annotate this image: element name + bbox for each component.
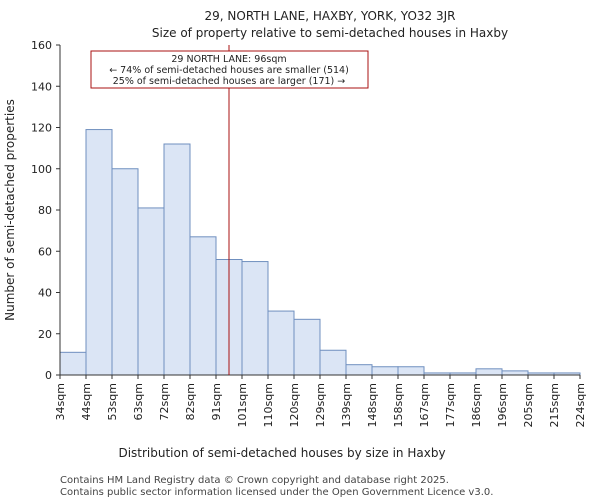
y-tick-label: 160 bbox=[31, 39, 52, 52]
y-tick-label: 40 bbox=[38, 287, 52, 300]
bar-101sqm bbox=[241, 261, 269, 376]
chart-subtitle: Size of property relative to semi-detach… bbox=[152, 26, 508, 40]
bar-139sqm bbox=[345, 364, 373, 376]
annotation-line-1: 29 NORTH LANE: 96sqm bbox=[171, 54, 286, 65]
bar-148sqm bbox=[371, 366, 399, 376]
x-tick-label: 82sqm bbox=[184, 383, 197, 420]
y-tick-label: 120 bbox=[31, 122, 52, 135]
x-tick-label: 110sqm bbox=[262, 383, 275, 427]
footer-line-1: Contains HM Land Registry data © Crown c… bbox=[60, 475, 449, 486]
x-tick-label: 215sqm bbox=[548, 383, 561, 427]
x-tick-label: 72sqm bbox=[158, 383, 171, 420]
x-tick-label: 177sqm bbox=[444, 383, 457, 427]
y-axis: 0 20 40 60 80 100 120 140 160 bbox=[31, 39, 61, 382]
bar-196sqm bbox=[501, 370, 529, 376]
x-tick-label: 224sqm bbox=[574, 383, 587, 427]
bar-186sqm bbox=[475, 368, 503, 376]
x-tick-label: 148sqm bbox=[366, 383, 379, 427]
bar-72sqm bbox=[163, 143, 191, 376]
y-tick-label: 140 bbox=[31, 80, 52, 93]
y-tick-label: 80 bbox=[38, 204, 52, 217]
x-tick-label: 139sqm bbox=[340, 383, 353, 427]
annotation-line-3: 25% of semi-detached houses are larger (… bbox=[113, 76, 346, 87]
bar-158sqm bbox=[397, 366, 425, 376]
y-tick-label: 100 bbox=[31, 163, 52, 176]
footer-line-2: Contains public sector information licen… bbox=[60, 487, 493, 498]
annotation-box: 29 NORTH LANE: 96sqm ← 74% of semi-detac… bbox=[90, 50, 369, 89]
y-tick-label: 60 bbox=[38, 245, 52, 258]
x-tick-label: 167sqm bbox=[418, 383, 431, 427]
bar-44sqm bbox=[85, 129, 113, 376]
y-tick-label: 20 bbox=[38, 328, 52, 341]
bar-120sqm bbox=[293, 318, 321, 376]
y-tick-label: 0 bbox=[45, 369, 52, 382]
bar-63sqm bbox=[137, 207, 165, 376]
x-tick-label: 63sqm bbox=[132, 383, 145, 420]
x-tick-label: 186sqm bbox=[470, 383, 483, 427]
annotation-line-2: ← 74% of semi-detached houses are smalle… bbox=[109, 65, 349, 76]
y-axis-label: Number of semi-detached properties bbox=[3, 99, 17, 321]
x-tick-label: 44sqm bbox=[80, 383, 93, 420]
bar-34sqm bbox=[59, 351, 87, 376]
bar-110sqm bbox=[267, 310, 295, 376]
x-tick-label: 101sqm bbox=[236, 383, 249, 427]
chart-title: 29, NORTH LANE, HAXBY, YORK, YO32 3JR bbox=[205, 9, 456, 23]
x-tick-label: 91sqm bbox=[210, 383, 223, 420]
x-axis: 34sqm 44sqm 53sqm 63sqm 72sqm 82sqm 91sqm 101sq… bbox=[54, 374, 587, 427]
bar-53sqm bbox=[111, 168, 139, 376]
bar-82sqm bbox=[189, 236, 217, 376]
x-tick-label: 120sqm bbox=[288, 383, 301, 427]
bar-129sqm bbox=[319, 349, 347, 376]
x-tick-label: 196sqm bbox=[496, 383, 509, 427]
x-tick-label: 53sqm bbox=[106, 383, 119, 420]
bars bbox=[59, 129, 581, 376]
x-axis-label: Distribution of semi-detached houses by … bbox=[118, 446, 445, 460]
x-tick-label: 34sqm bbox=[54, 383, 67, 420]
x-tick-label: 129sqm bbox=[314, 383, 327, 427]
x-tick-label: 205sqm bbox=[522, 383, 535, 427]
x-tick-label: 158sqm bbox=[392, 383, 405, 427]
